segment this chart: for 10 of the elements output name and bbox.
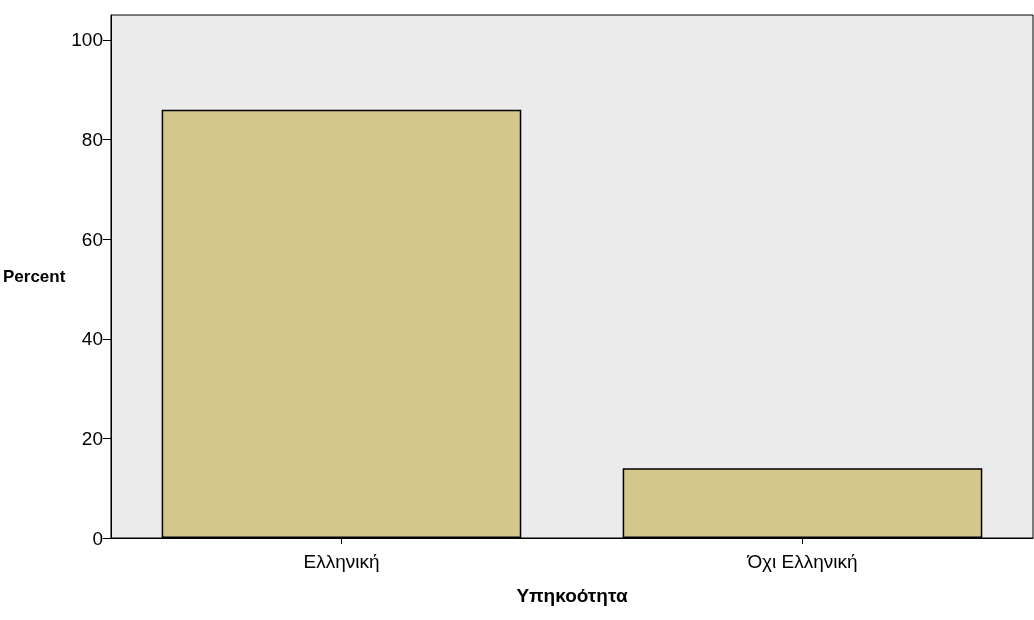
y-tick-label: 80 xyxy=(81,129,103,151)
y-tick-label: 20 xyxy=(81,427,103,449)
x-axis-title: Υπηκοότητα xyxy=(516,585,628,606)
y-axis-title: Percent xyxy=(2,267,66,286)
y-tick-label: 40 xyxy=(81,328,103,350)
y-tick-label: 100 xyxy=(71,29,103,51)
y-tick-label: 60 xyxy=(81,228,103,250)
x-tick-label: Ελληνική xyxy=(303,551,380,572)
x-tick-label: Όχι Ελληνική xyxy=(746,551,858,572)
y-tick-label: 0 xyxy=(92,527,103,549)
